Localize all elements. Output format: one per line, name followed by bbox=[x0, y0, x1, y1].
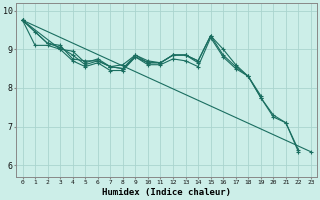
X-axis label: Humidex (Indice chaleur): Humidex (Indice chaleur) bbox=[102, 188, 231, 197]
